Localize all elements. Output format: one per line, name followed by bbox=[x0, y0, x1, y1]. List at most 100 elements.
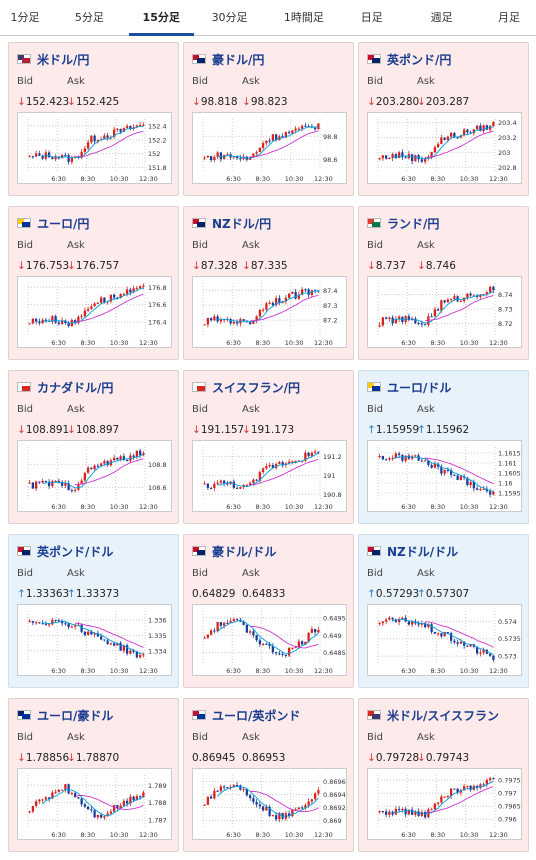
za-flag-icon bbox=[367, 218, 381, 228]
candle-body bbox=[116, 297, 119, 299]
candle-body bbox=[310, 628, 314, 633]
ma-short-line bbox=[392, 456, 494, 492]
rate-card[interactable]: ユーロ/円 Bid Ask ↓176.753 ↓176.757 176.8 176… bbox=[8, 206, 179, 360]
card-title[interactable]: ユーロ/豪ドル bbox=[17, 707, 113, 723]
candle-body bbox=[469, 132, 472, 134]
candle-body bbox=[219, 319, 223, 322]
rate-card[interactable]: 米ドル/円 Bid Ask ↓152.423 ↓152.425 152.4 152… bbox=[8, 42, 179, 196]
rate-card[interactable]: ランド/円 Bid Ask ↓8.737 ↓8.746 8.74 8.73 8.72… bbox=[358, 206, 529, 360]
card-title[interactable]: スイスフラン/円 bbox=[192, 379, 300, 395]
tab-4[interactable]: 1時間足 bbox=[283, 11, 324, 24]
card-title[interactable]: カナダドル/円 bbox=[17, 379, 113, 395]
tab-1[interactable]: 5分足 bbox=[74, 11, 104, 24]
tab-0[interactable]: 1分足 bbox=[10, 11, 40, 24]
candle-body bbox=[47, 152, 51, 158]
candle-body bbox=[51, 792, 54, 799]
price-chart[interactable]: 1.336 1.335 1.334 6:30 8:30 10:30 12:30 bbox=[17, 604, 172, 676]
tab-3[interactable]: 30分足 bbox=[211, 11, 248, 24]
tab-7[interactable]: 月足 bbox=[498, 11, 521, 24]
candle-body bbox=[83, 472, 87, 481]
pair-name[interactable]: 英ポンド/円 bbox=[387, 52, 452, 67]
pair-name[interactable]: カナダドル/円 bbox=[37, 380, 114, 395]
candle-body bbox=[132, 650, 135, 652]
rate-card[interactable]: 英ポンド/ドル Bid Ask ↑1.33363 ↑1.33373 1.336 1… bbox=[8, 534, 179, 688]
candle-body bbox=[38, 799, 41, 802]
candle-body bbox=[44, 623, 48, 625]
price-chart[interactable]: 1.789 1.788 1.787 6:30 8:30 10:30 12:30 bbox=[17, 768, 172, 840]
ca-flag-icon bbox=[17, 382, 31, 392]
ma-long-line bbox=[250, 790, 319, 813]
card-title[interactable]: 英ポンド/ドル bbox=[17, 543, 113, 559]
ma-long-line bbox=[250, 130, 319, 158]
card-title[interactable]: NZドル/円 bbox=[192, 215, 271, 231]
y-tick-label: 8.73 bbox=[498, 306, 512, 314]
candle-body bbox=[479, 125, 482, 132]
rate-card[interactable]: ユーロ/英ポンド Bid Ask 0.86945 0.86953 0.8696 0… bbox=[183, 698, 354, 852]
tab-5[interactable]: 日足 bbox=[360, 11, 383, 24]
tab-6[interactable]: 週足 bbox=[430, 11, 453, 24]
pair-name[interactable]: NZドル/円 bbox=[212, 216, 272, 231]
price-chart[interactable]: 0.7975 0.797 0.7965 0.796 6:30 8:30 10:30 12:30 bbox=[367, 768, 522, 840]
price-chart[interactable]: 1.1615 1.161 1.1605 1.16 1.1595 6:30 8:30 10:30… bbox=[367, 440, 522, 512]
pair-name[interactable]: スイスフラン/円 bbox=[212, 380, 301, 395]
card-title[interactable]: 英ポンド/円 bbox=[367, 51, 451, 67]
pair-name[interactable]: ユーロ/英ポンド bbox=[212, 708, 301, 723]
card-title[interactable]: 米ドル/スイスフラン bbox=[367, 707, 499, 723]
tab-2[interactable]: 15分足 bbox=[128, 0, 194, 36]
pair-name[interactable]: ランド/円 bbox=[387, 216, 440, 231]
candle-body bbox=[492, 655, 495, 660]
card-title[interactable]: 豪ドル/ドル bbox=[192, 543, 276, 559]
pair-name[interactable]: 米ドル/スイスフラン bbox=[387, 708, 500, 723]
rate-card[interactable]: 英ポンド/円 Bid Ask ↓203.280 ↓203.287 203.4 20… bbox=[358, 42, 529, 196]
y-tick-label: 0.796 bbox=[498, 816, 517, 824]
price-chart[interactable]: 0.8696 0.8694 0.8692 0.869 6:30 8:30 10:30 12:3… bbox=[192, 768, 347, 840]
rate-card[interactable]: 米ドル/スイスフラン Bid Ask ↓0.79728 ↓0.79743 0.7… bbox=[358, 698, 529, 852]
rate-card[interactable]: ユーロ/豪ドル Bid Ask ↓1.78856 ↓1.78870 1.789 1… bbox=[8, 698, 179, 852]
x-tick-label: 12:30 bbox=[314, 831, 333, 839]
pair-name[interactable]: ユーロ/円 bbox=[37, 216, 90, 231]
price-chart[interactable]: 0.6495 0.649 0.6485 6:30 8:30 10:30 12:30 bbox=[192, 604, 347, 676]
pair-name[interactable]: 豪ドル/ドル bbox=[212, 544, 277, 559]
card-title[interactable]: 米ドル/円 bbox=[17, 51, 89, 67]
candle-body bbox=[226, 154, 229, 156]
card-title[interactable]: ユーロ/ドル bbox=[367, 379, 451, 395]
price-chart[interactable]: 108.8 108.6 6:30 8:30 10:30 12:30 bbox=[17, 440, 172, 512]
card-title[interactable]: ユーロ/円 bbox=[17, 215, 89, 231]
price-chart[interactable]: 176.8 176.6 176.4 6:30 8:30 10:30 12:30 bbox=[17, 276, 172, 348]
card-title[interactable]: 豪ドル/円 bbox=[192, 51, 264, 67]
rate-card[interactable]: 豪ドル/ドル Bid Ask 0.64829 0.64833 0.6495 0.6… bbox=[183, 534, 354, 688]
card-title[interactable]: ユーロ/英ポンド bbox=[192, 707, 300, 723]
pair-name[interactable]: 米ドル/円 bbox=[37, 52, 90, 67]
candle-body bbox=[420, 460, 424, 462]
rate-card[interactable]: NZドル/円 Bid Ask ↓87.328 ↓87.335 87.4 87.3 8… bbox=[183, 206, 354, 360]
y-tick-label: 1.1595 bbox=[498, 490, 521, 498]
x-tick-label: 10:30 bbox=[110, 831, 129, 839]
price-chart[interactable]: 203.4 203.2 203 202.8 6:30 8:30 10:30 12:30 bbox=[367, 112, 522, 184]
price-chart[interactable]: 8.74 8.73 8.72 6:30 8:30 10:30 12:30 bbox=[367, 276, 522, 348]
pair-name[interactable]: 豪ドル/円 bbox=[212, 52, 265, 67]
candle-body bbox=[488, 778, 492, 780]
price-chart[interactable]: 152.4 152.2 152 151.8 6:30 8:30 10:30 12:30 bbox=[17, 112, 172, 184]
rate-card[interactable]: カナダドル/円 Bid Ask ↓108.891 ↓108.897 108.8 1… bbox=[8, 370, 179, 524]
price-chart[interactable]: 0.574 0.5735 0.573 6:30 8:30 10:30 12:30 bbox=[367, 604, 522, 676]
candle-body bbox=[271, 134, 275, 141]
price-chart[interactable]: 87.4 87.3 87.2 6:30 8:30 10:30 12:30 bbox=[192, 276, 347, 348]
candle-body bbox=[245, 484, 249, 486]
pair-name[interactable]: 英ポンド/ドル bbox=[37, 544, 114, 559]
card-title[interactable]: ランド/円 bbox=[367, 215, 439, 231]
pair-name[interactable]: ユーロ/豪ドル bbox=[37, 708, 114, 723]
rate-card[interactable]: NZドル/ドル Bid Ask ↑0.57293 ↑0.57307 0.574 0… bbox=[358, 534, 529, 688]
x-tick-label: 8:30 bbox=[81, 831, 96, 839]
card-title[interactable]: NZドル/ドル bbox=[367, 543, 458, 559]
candlestick-chart: 8.74 8.73 8.72 6:30 8:30 10:30 12:30 bbox=[377, 283, 512, 347]
ask-value: ↓0.79743 bbox=[417, 752, 470, 764]
rate-card[interactable]: ユーロ/ドル Bid Ask ↑1.15959 ↑1.15962 1.1615 1… bbox=[358, 370, 529, 524]
rate-card[interactable]: 豪ドル/円 Bid Ask ↓98.818 ↓98.823 98.8 98.6 6:… bbox=[183, 42, 354, 196]
candle-body bbox=[93, 135, 96, 142]
rate-card[interactable]: スイスフラン/円 Bid Ask ↓191.157 ↓191.173 191.2… bbox=[183, 370, 354, 524]
pair-name[interactable]: NZドル/ドル bbox=[387, 544, 459, 559]
price-chart[interactable]: 191.2 191 190.8 6:30 8:30 10:30 12:30 bbox=[192, 440, 347, 512]
pair-name[interactable]: ユーロ/ドル bbox=[387, 380, 452, 395]
price-chart[interactable]: 98.8 98.6 6:30 8:30 10:30 12:30 bbox=[192, 112, 347, 184]
candle-body bbox=[278, 298, 281, 304]
